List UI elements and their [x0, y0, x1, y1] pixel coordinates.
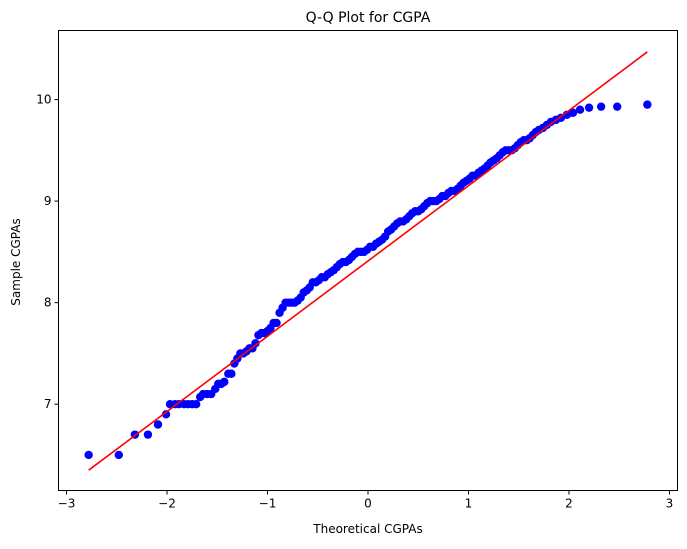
data-point [191, 399, 201, 409]
y-tick-label: 9 [44, 194, 52, 208]
data-point [227, 369, 236, 378]
data-point [220, 377, 229, 387]
x-tick-label: 1 [465, 497, 473, 511]
y-tick-label: 8 [44, 296, 52, 310]
x-tick-label: −3 [58, 497, 76, 511]
reference-line [88, 51, 648, 471]
data-point [251, 339, 260, 348]
y-tick-label: 7 [44, 397, 52, 411]
chart-title: Q-Q Plot for CGPA [306, 10, 431, 26]
data-point [161, 410, 171, 419]
plot-marks [84, 51, 652, 471]
data-point [575, 105, 585, 114]
axes: −3 −2 −1 0 1 2 3 7 8 9 10 [36, 93, 673, 511]
x-tick-label: 2 [565, 497, 573, 511]
data-point [643, 100, 652, 109]
y-axis-label: Sample CGPAs [9, 218, 23, 305]
data-point [568, 108, 578, 117]
x-tick-label: 0 [364, 497, 372, 511]
y-tick-label: 10 [36, 93, 51, 107]
x-tick-label: −2 [158, 497, 176, 511]
data-point [84, 450, 93, 460]
x-axis-label: Theoretical CGPAs [312, 522, 422, 536]
data-point [153, 420, 163, 429]
data-point [584, 103, 594, 112]
data-point [114, 450, 123, 460]
data-point [143, 430, 153, 439]
data-point [613, 102, 622, 111]
x-tick-label: −1 [259, 497, 277, 511]
data-point [596, 102, 606, 111]
data-point [272, 318, 281, 328]
x-tick-label: 3 [666, 497, 674, 511]
